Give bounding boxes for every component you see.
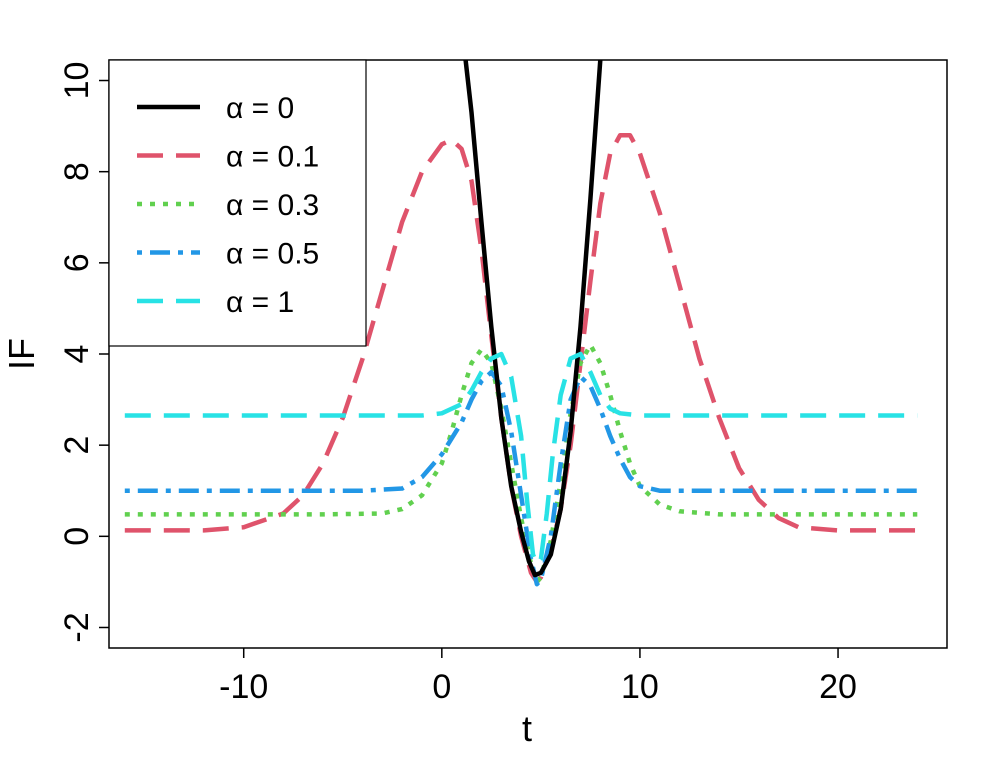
y-tick-label: 2	[58, 436, 96, 455]
legend-label-2: α = 0.3	[226, 189, 319, 222]
x-tick-label: 0	[432, 668, 451, 706]
series-line-4	[124, 351, 918, 566]
x-tick-label: 10	[621, 668, 659, 706]
y-tick-label: 4	[58, 345, 96, 364]
y-axis-title: IF	[1, 338, 42, 370]
y-tick-label: -2	[58, 612, 96, 642]
legend-label-1: α = 0.1	[226, 141, 319, 174]
y-tick-label: 0	[58, 527, 96, 546]
series-line-0	[463, 60, 603, 578]
x-axis: -10 0 10 20	[219, 648, 857, 706]
legend: α = 0 α = 0.1 α = 0.3 α = 0.5 α = 1	[108, 59, 367, 347]
y-tick-label: 6	[58, 253, 96, 272]
x-tick-label: -10	[219, 668, 268, 706]
y-tick-label: 10	[58, 62, 96, 100]
y-tick-label: 8	[58, 162, 96, 181]
legend-label-0: α = 0	[226, 92, 294, 125]
x-tick-label: 20	[819, 668, 857, 706]
y-axis: -2 0 2 4 6 8 10	[58, 62, 109, 643]
legend-label-3: α = 0.5	[226, 238, 319, 271]
series-line-2	[124, 342, 918, 585]
series-layer	[124, 60, 918, 587]
x-axis-title: t	[522, 708, 532, 749]
legend-label-4: α = 1	[226, 286, 294, 319]
series-line-3	[124, 369, 918, 587]
